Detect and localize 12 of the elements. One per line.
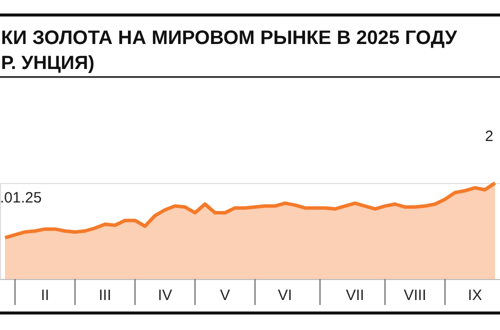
chart-title: КИ ЗОЛОТА НА МИРОВОМ РЫНКЕ В 2025 ГОДУ (1, 27, 458, 49)
x-tick-label: III (98, 287, 112, 304)
x-tick-label: IX (468, 287, 482, 304)
chart-subtitle: Р. УНЦИЯ) (1, 53, 94, 74)
x-tick-label: VIII (404, 287, 426, 304)
annotation: .01.25 (0, 190, 42, 207)
x-tick-label: IV (158, 287, 172, 304)
x-tick-label: II (40, 287, 50, 304)
x-tick-label: V (220, 287, 230, 304)
x-tick-label: VII (346, 287, 364, 304)
x-tick-label: VI (278, 287, 292, 304)
text: 2 (485, 128, 494, 145)
